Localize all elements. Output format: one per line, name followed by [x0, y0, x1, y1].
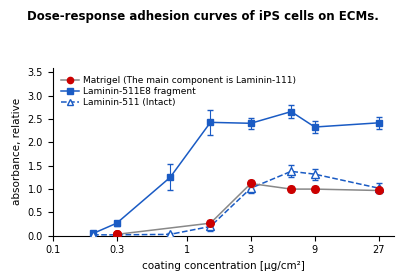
Text: Dose-response adhesion curves of iPS cells on ECMs.: Dose-response adhesion curves of iPS cel… [27, 10, 378, 23]
X-axis label: coating concentration [μg/cm²]: coating concentration [μg/cm²] [141, 261, 304, 271]
Y-axis label: absorbance, relative: absorbance, relative [12, 98, 22, 205]
Legend: Matrigel (The main component is Laminin-111), Laminin-511E8 fragment, Laminin-51: Matrigel (The main component is Laminin-… [57, 72, 298, 111]
